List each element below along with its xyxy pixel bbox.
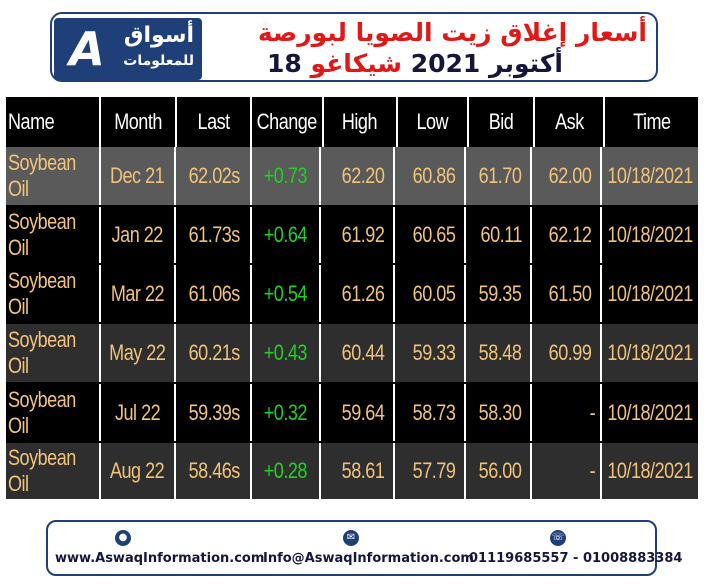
- cell-time: 10/18/2021: [607, 222, 693, 247]
- website-link[interactable]: www.AswaqInformation.com: [55, 551, 265, 566]
- cell-ask: 62.12: [532, 207, 602, 263]
- cell-time: 10/18/2021: [607, 399, 693, 425]
- phone-numbers: 01119685557 - 01008883384: [469, 551, 683, 566]
- logo-a-mark-icon: A: [69, 22, 105, 76]
- cell-low: 60.65: [395, 207, 467, 263]
- cell-month: Jul 22: [101, 384, 177, 441]
- column-header-month: Month: [101, 97, 177, 147]
- cell-low: 60.86: [395, 147, 467, 205]
- cell-change: +0.28: [252, 443, 322, 499]
- cell-change: +0.43: [252, 324, 322, 382]
- cell-last: 58.46s: [176, 443, 252, 499]
- cell-bid: 59.35: [466, 265, 533, 322]
- cell-low: 59.33: [395, 324, 467, 382]
- globe-icon: ●: [115, 530, 131, 546]
- cell-ask: -: [532, 443, 602, 499]
- table-row: Soybean Oil Dec 21 62.02s +0.73 62.20 60.86 61…: [6, 147, 698, 205]
- page-subtitle: 18 أكتوبر 2021 شيكاغو: [220, 48, 610, 80]
- cell-time: 10/18/2021: [607, 163, 693, 188]
- cell-high: 59.64: [321, 384, 395, 441]
- cell-low: 58.73: [395, 384, 467, 441]
- table-row: Soybean Oil Mar 22 61.06s +0.54 61.26 60.05 59…: [6, 265, 698, 322]
- cell-bid: 60.11: [466, 207, 533, 263]
- cell-month: Aug 22: [101, 443, 177, 499]
- column-header-low: Low: [398, 97, 470, 147]
- column-header-last: Last: [177, 97, 253, 147]
- cell-high: 61.26: [321, 265, 395, 322]
- column-header-bid: Bid: [469, 97, 536, 147]
- cell-month: May 22: [101, 324, 177, 382]
- quote-table: Name Month Last Change High Low Bid Ask Time Soyb…: [6, 97, 698, 499]
- cell-ask: 62.00: [532, 147, 602, 205]
- logo-sub-text: للمعلومات: [123, 53, 194, 69]
- cell-name: Soybean Oil: [6, 207, 101, 263]
- email-link[interactable]: Info@AswaqInformation.com: [263, 551, 474, 566]
- subtitle-date: 18 أكتوبر 2021: [267, 49, 563, 78]
- table-header-row: Name Month Last Change High Low Bid Ask Time: [6, 97, 698, 147]
- table-row: Soybean Oil May 22 60.21s +0.43 60.44 59.33 58…: [6, 324, 698, 382]
- table-row: Soybean Oil Aug 22 58.46s +0.28 58.61 57.79 56…: [6, 443, 698, 499]
- column-header-time: Time: [632, 109, 671, 134]
- cell-last: 62.02s: [176, 147, 252, 205]
- cell-month: Jan 22: [101, 207, 177, 263]
- cell-last: 59.39s: [176, 384, 252, 441]
- cell-high: 62.20: [321, 147, 395, 205]
- subtitle-exchange: شيكاغو: [310, 49, 402, 78]
- cell-last: 61.73s: [176, 207, 252, 263]
- cell-name: Soybean Oil: [6, 443, 101, 499]
- cell-name: Soybean Oil: [6, 384, 101, 441]
- cell-bid: 58.48: [466, 324, 533, 382]
- cell-time: 10/18/2021: [607, 458, 693, 483]
- cell-change: +0.32: [252, 384, 322, 441]
- column-header-change: Change: [252, 97, 325, 147]
- cell-ask: 61.50: [532, 265, 602, 322]
- table-row: Soybean Oil Jul 22 59.39s +0.32 59.64 58.73 58…: [6, 384, 698, 441]
- cell-month: Dec 21: [101, 147, 177, 205]
- cell-change: +0.54: [252, 265, 322, 322]
- cell-low: 60.05: [395, 265, 467, 322]
- cell-name: Soybean Oil: [6, 265, 101, 322]
- cell-low: 57.79: [395, 443, 467, 499]
- table-row: Soybean Oil Jan 22 61.73s +0.64 61.92 60.65 60…: [6, 207, 698, 263]
- cell-high: 61.92: [321, 207, 395, 263]
- cell-time: 10/18/2021: [607, 340, 693, 365]
- page-title: أسعار إغلاق زيت الصويا لبورصة: [257, 18, 647, 47]
- cell-bid: 58.30: [466, 384, 533, 441]
- cell-time: 10/18/2021: [607, 280, 693, 306]
- cell-ask: 60.99: [532, 324, 602, 382]
- cell-last: 61.06s: [176, 265, 252, 322]
- cell-bid: 56.00: [466, 443, 533, 499]
- cell-ask: -: [532, 384, 602, 441]
- logo-brand-text: أسواق: [123, 23, 194, 48]
- phone-icon: ☏: [550, 530, 566, 546]
- column-header-name: Name: [6, 97, 101, 147]
- cell-name: Soybean Oil: [6, 147, 101, 205]
- email-icon: ✉: [343, 530, 359, 546]
- cell-last: 60.21s: [176, 324, 252, 382]
- cell-bid: 61.70: [466, 147, 533, 205]
- footer-bar: [46, 520, 657, 576]
- cell-high: 58.61: [321, 443, 395, 499]
- cell-change: +0.64: [252, 207, 322, 263]
- cell-change: +0.73: [252, 147, 322, 205]
- cell-high: 60.44: [321, 324, 395, 382]
- column-header-high: High: [324, 97, 398, 147]
- cell-month: Mar 22: [101, 265, 177, 322]
- cell-name: Soybean Oil: [6, 324, 101, 382]
- column-header-ask: Ask: [535, 97, 606, 147]
- logo: A أسواق للمعلومات: [54, 18, 202, 80]
